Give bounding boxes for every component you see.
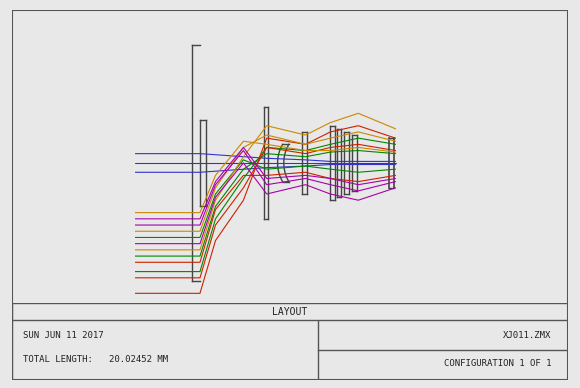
- Text: SUN JUN 11 2017: SUN JUN 11 2017: [23, 331, 103, 340]
- Text: LAYOUT: LAYOUT: [273, 307, 307, 317]
- Text: TOTAL LENGTH:   20.02452 MM: TOTAL LENGTH: 20.02452 MM: [23, 355, 168, 364]
- Text: XJ011.ZMX: XJ011.ZMX: [503, 331, 552, 340]
- Text: CONFIGURATION 1 OF 1: CONFIGURATION 1 OF 1: [444, 359, 552, 368]
